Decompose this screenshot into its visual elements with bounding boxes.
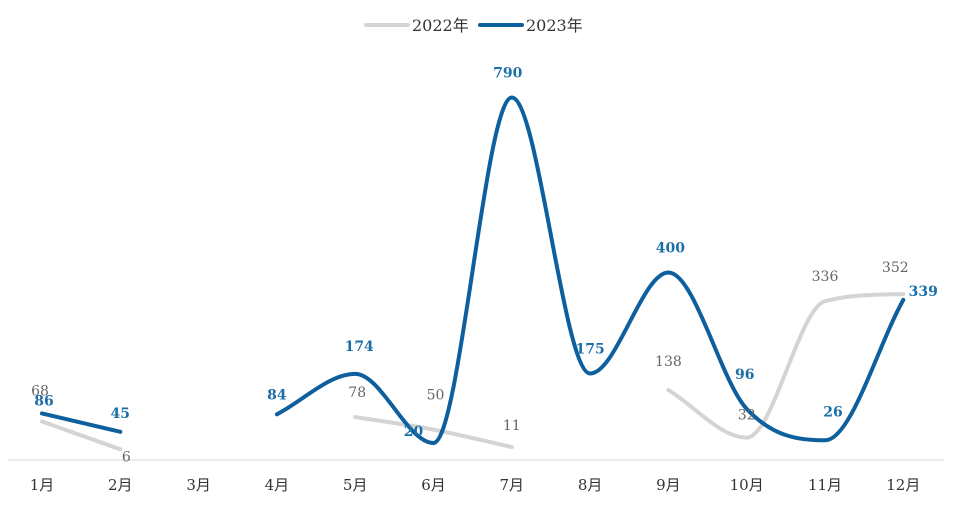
data-label-2023-5: 174 bbox=[345, 339, 374, 355]
data-label-2023-1: 86 bbox=[34, 393, 53, 409]
x-tick-label-6: 6月 bbox=[421, 476, 446, 494]
data-label-2023-7: 790 bbox=[493, 65, 522, 81]
x-tick-label-12: 12月 bbox=[886, 476, 920, 494]
x-tick-label-8: 8月 bbox=[578, 476, 603, 494]
data-label-2023-2: 45 bbox=[111, 406, 130, 422]
x-tick-label-4: 4月 bbox=[265, 476, 290, 494]
data-label-2022-9: 138 bbox=[655, 354, 682, 370]
series-2023-line-segment-2 bbox=[274, 95, 906, 445]
x-tick-label-9: 9月 bbox=[656, 476, 681, 494]
legend: 2022年 2023年 bbox=[364, 16, 583, 35]
data-label-2022-12: 352 bbox=[882, 260, 909, 276]
x-tick-label-1: 1月 bbox=[30, 476, 55, 494]
data-label-2022-10: 32 bbox=[738, 408, 756, 424]
x-tick-label-11: 11月 bbox=[808, 476, 842, 494]
data-label-2022-5: 78 bbox=[348, 385, 366, 401]
series-2022-line-segment-3 bbox=[666, 292, 906, 440]
data-label-2022-7: 11 bbox=[503, 418, 521, 434]
x-tick-label-3: 3月 bbox=[186, 476, 211, 494]
data-label-2022-2: 6 bbox=[122, 449, 131, 465]
data-label-2022-6: 50 bbox=[427, 388, 445, 404]
x-tick-label-10: 10月 bbox=[730, 476, 764, 494]
data-labels: 68 6 78 50 11 138 32 336 352 86 45 84 174 20 790 175 400… bbox=[31, 65, 938, 465]
data-label-2023-12: 339 bbox=[909, 284, 938, 300]
series-layer bbox=[40, 95, 906, 452]
series-2022-line-segment-1 bbox=[40, 419, 123, 452]
legend-label-2023: 2023年 bbox=[526, 16, 583, 35]
data-label-2022-11: 336 bbox=[812, 269, 839, 285]
data-label-2023-8: 175 bbox=[575, 341, 604, 357]
legend-label-2022: 2022年 bbox=[412, 16, 469, 35]
data-label-2023-6: 20 bbox=[404, 424, 424, 440]
data-label-2023-4: 84 bbox=[267, 387, 287, 403]
data-label-2022-1: 68 bbox=[31, 383, 49, 399]
series-2022-line-segment-2 bbox=[353, 415, 514, 450]
data-label-2023-9: 400 bbox=[656, 241, 685, 257]
data-label-2023-11: 26 bbox=[823, 404, 842, 420]
series-2023-line-segment-1 bbox=[40, 411, 123, 434]
x-tick-label-7: 7月 bbox=[500, 476, 525, 494]
x-tick-label-5: 5月 bbox=[343, 476, 368, 494]
x-tick-label-2: 2月 bbox=[108, 476, 133, 494]
data-label-2023-10: 96 bbox=[735, 367, 754, 383]
x-axis-ticks: 1月 2月 3月 4月 5月 6月 7月 8月 9月 10月 11月 12月 bbox=[30, 476, 921, 494]
